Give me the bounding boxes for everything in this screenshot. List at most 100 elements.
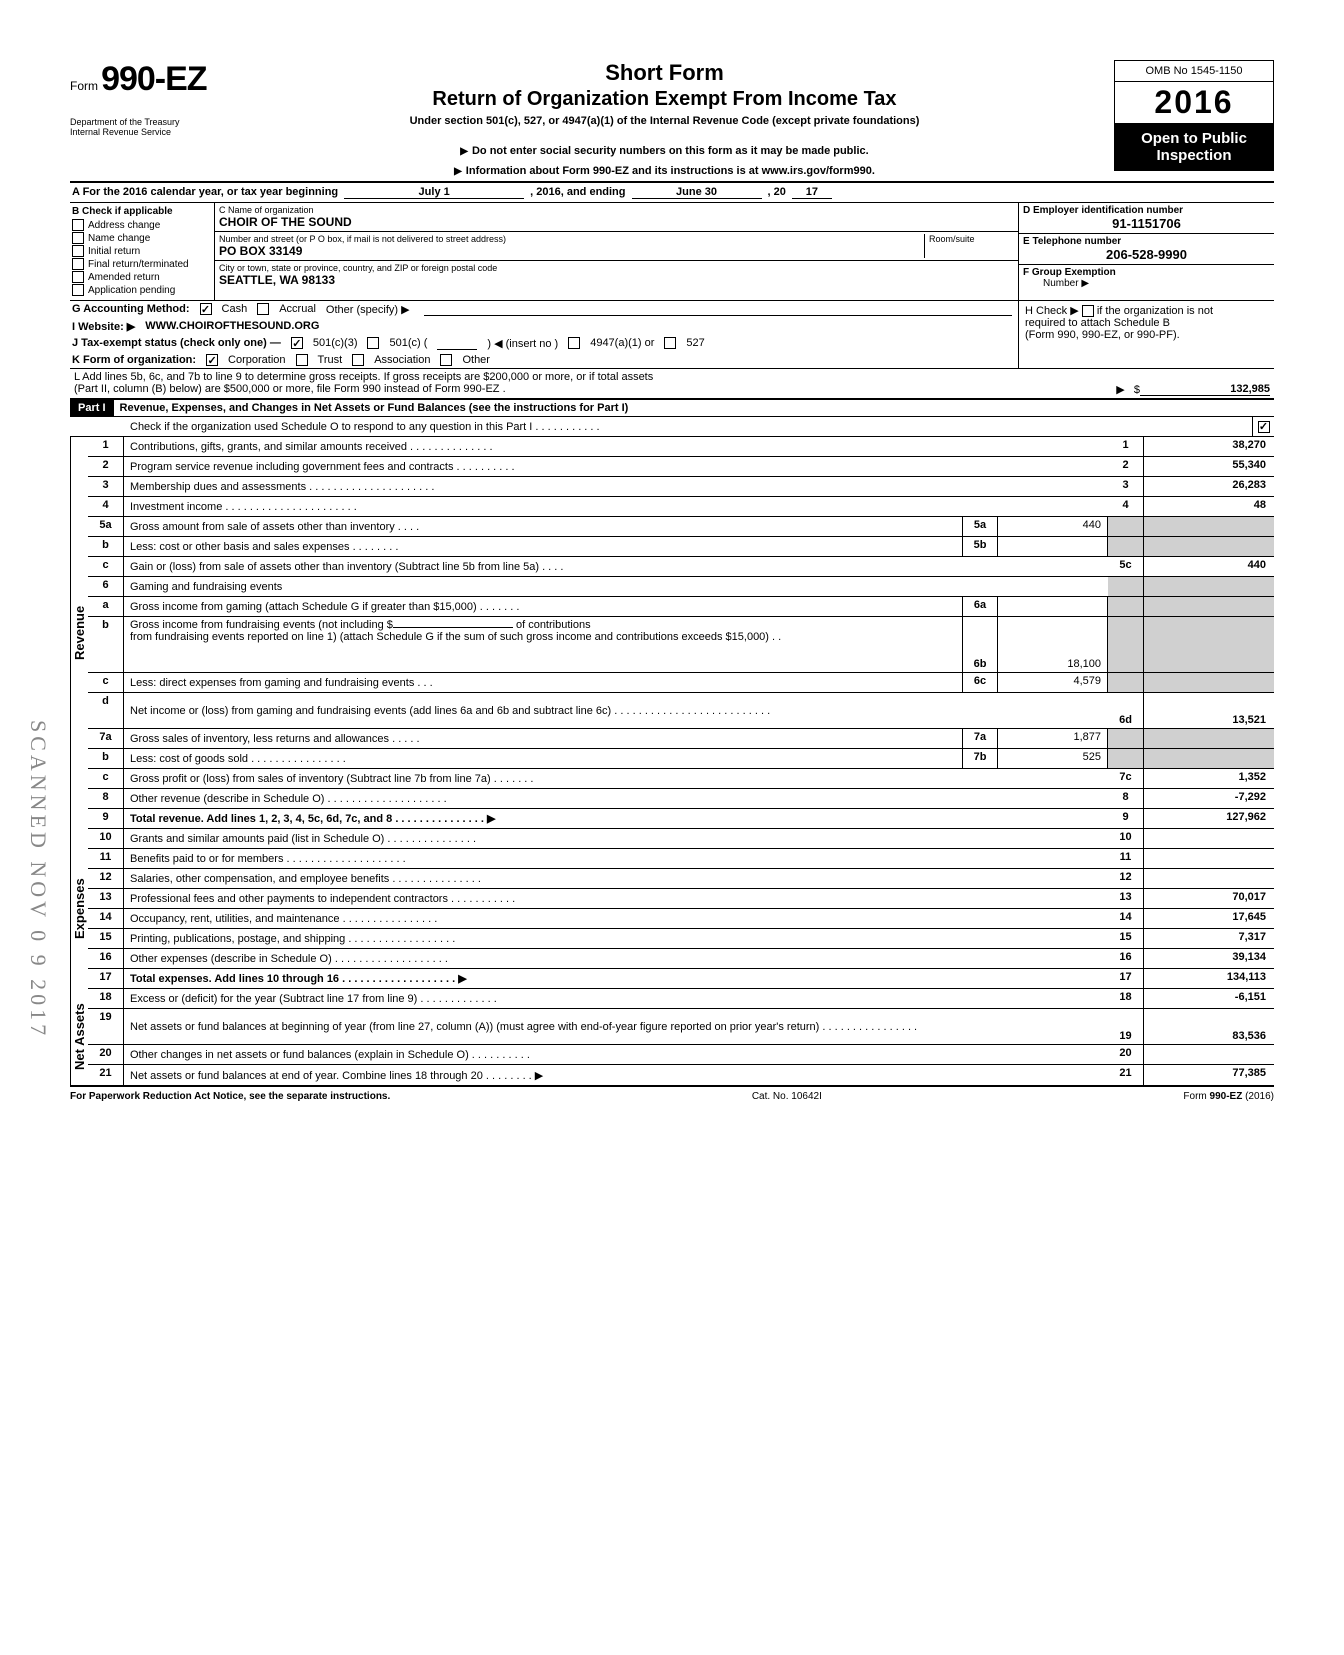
line-2-desc: Program service revenue including govern… — [124, 457, 1108, 476]
ein: 91-1151706 — [1023, 216, 1270, 231]
line-19-val: 83,536 — [1144, 1009, 1274, 1044]
line-7b-val: 525 — [998, 749, 1108, 768]
chk-trust[interactable] — [296, 354, 308, 366]
tax-year-end: 17 — [792, 186, 832, 199]
line-11-desc: Benefits paid to or for members . . . . … — [124, 849, 1108, 868]
chk-other-org[interactable] — [440, 354, 452, 366]
line-5a-desc: Gross amount from sale of assets other t… — [124, 517, 962, 536]
tel-label: E Telephone number — [1023, 236, 1270, 247]
line-6b-desc: Gross income from fundraising events (no… — [124, 617, 962, 672]
chk-assoc[interactable] — [352, 354, 364, 366]
chk-amended-return[interactable] — [72, 271, 84, 283]
city-state-zip: SEATTLE, WA 98133 — [219, 273, 1014, 287]
line-l-2: (Part II, column (B) below) are $500,000… — [74, 383, 506, 396]
dept-treasury: Department of the Treasury — [70, 117, 215, 127]
line-l-1: L Add lines 5b, 6c, and 7b to line 9 to … — [74, 371, 1270, 383]
grp-num: Number ▶ — [1023, 278, 1270, 289]
under-section: Under section 501(c), 527, or 4947(a)(1)… — [225, 115, 1104, 127]
line-4-desc: Investment income . . . . . . . . . . . … — [124, 497, 1108, 516]
chk-final-return[interactable] — [72, 258, 84, 270]
line-8-desc: Other revenue (describe in Schedule O) .… — [124, 789, 1108, 808]
row-j-label: J Tax-exempt status (check only one) — — [72, 337, 281, 350]
row-k-label: K Form of organization: — [72, 354, 196, 366]
tax-year-begin: July 1 — [344, 186, 524, 199]
line-16-val: 39,134 — [1144, 949, 1274, 968]
line-2-val: 55,340 — [1144, 457, 1274, 476]
tax-year: 2016 — [1114, 82, 1274, 124]
line-8-val: -7,292 — [1144, 789, 1274, 808]
line-6c-desc: Less: direct expenses from gaming and fu… — [124, 673, 962, 692]
part-i-check: Check if the organization used Schedule … — [70, 417, 1252, 436]
line-1-val: 38,270 — [1144, 437, 1274, 456]
line-4-val: 48 — [1144, 497, 1274, 516]
line-6a-desc: Gross income from gaming (attach Schedul… — [124, 597, 962, 616]
line-14-val: 17,645 — [1144, 909, 1274, 928]
scanned-stamp: SCANNED NOV 0 9 2017 — [25, 720, 51, 1039]
chk-accrual[interactable] — [257, 303, 269, 315]
chk-address-change[interactable] — [72, 219, 84, 231]
footer-cat: Cat. No. 10642I — [752, 1091, 822, 1102]
section-revenue: Revenue — [70, 437, 88, 829]
ein-label: D Employer identification number — [1023, 205, 1270, 216]
line-21-val: 77,385 — [1144, 1065, 1274, 1085]
chk-501c3[interactable]: ✓ — [291, 337, 303, 349]
line-6c-val: 4,579 — [998, 673, 1108, 692]
line-5b-desc: Less: cost or other basis and sales expe… — [124, 537, 962, 556]
line-13-desc: Professional fees and other payments to … — [124, 889, 1108, 908]
info-about: Information about Form 990-EZ and its in… — [225, 165, 1104, 177]
chk-501c[interactable] — [367, 337, 379, 349]
line-16-desc: Other expenses (describe in Schedule O) … — [124, 949, 1108, 968]
short-form-title: Short Form — [225, 60, 1104, 86]
dept-irs: Internal Revenue Service — [70, 127, 215, 137]
line-18-desc: Excess or (deficit) for the year (Subtra… — [124, 989, 1108, 1008]
line-20-desc: Other changes in net assets or fund bala… — [124, 1045, 1108, 1064]
street-label: Number and street (or P O box, if mail i… — [219, 234, 924, 244]
col-b-heading: B Check if applicable — [72, 206, 212, 217]
chk-527[interactable] — [664, 337, 676, 349]
section-expenses: Expenses — [70, 829, 88, 989]
line-7c-desc: Gross profit or (loss) from sales of inv… — [124, 769, 1108, 788]
line-21-desc: Net assets or fund balances at end of ye… — [124, 1065, 1108, 1085]
row-g-label: G Accounting Method: — [72, 303, 190, 316]
line-5a-val: 440 — [998, 517, 1108, 536]
form-header: Form 990-EZ Department of the Treasury I… — [70, 60, 1274, 183]
chk-name-change[interactable] — [72, 232, 84, 244]
telephone: 206-528-9990 — [1023, 247, 1270, 262]
row-i-label: I Website: ▶ — [72, 320, 135, 333]
website: WWW.CHOIROFTHESOUND.ORG — [145, 320, 319, 333]
line-1-num: 1 — [88, 437, 124, 456]
line-7a-desc: Gross sales of inventory, less returns a… — [124, 729, 962, 748]
gross-receipts: 132,985 — [1140, 383, 1270, 396]
chk-schedule-b[interactable] — [1082, 305, 1094, 317]
row-h-1: H Check ▶ — [1025, 305, 1079, 317]
form-number: 990-EZ — [101, 60, 207, 98]
line-7b-desc: Less: cost of goods sold . . . . . . . .… — [124, 749, 962, 768]
line-a: A For the 2016 calendar year, or tax yea… — [70, 183, 1274, 203]
line-3-val: 26,283 — [1144, 477, 1274, 496]
city-label: City or town, state or province, country… — [219, 263, 1014, 273]
line-15-val: 7,317 — [1144, 929, 1274, 948]
line-6d-val: 13,521 — [1144, 693, 1274, 728]
org-name: CHOIR OF THE SOUND — [219, 215, 1014, 229]
header-grid: B Check if applicable Address change Nam… — [70, 203, 1274, 301]
open-to-public: Open to PublicInspection — [1114, 124, 1274, 171]
part-i-title: Revenue, Expenses, and Changes in Net As… — [114, 400, 1274, 416]
line-9-desc: Total revenue. Add lines 1, 2, 3, 4, 5c,… — [124, 809, 1108, 828]
section-net-assets: Net Assets — [70, 989, 88, 1085]
chk-schedule-o[interactable]: ✓ — [1258, 421, 1270, 433]
chk-cash[interactable]: ✓ — [200, 303, 212, 315]
line-18-val: -6,151 — [1144, 989, 1274, 1008]
page-footer: For Paperwork Reduction Act Notice, see … — [70, 1087, 1274, 1102]
tax-year-end-month: June 30 — [632, 186, 762, 199]
line-10-desc: Grants and similar amounts paid (list in… — [124, 829, 1108, 848]
chk-application-pending[interactable] — [72, 284, 84, 296]
line-9-val: 127,962 — [1144, 809, 1274, 828]
omb-number: OMB No 1545-1150 — [1114, 60, 1274, 82]
footer-left: For Paperwork Reduction Act Notice, see … — [70, 1091, 390, 1102]
chk-initial-return[interactable] — [72, 245, 84, 257]
chk-corp[interactable]: ✓ — [206, 354, 218, 366]
line-14-desc: Occupancy, rent, utilities, and maintena… — [124, 909, 1108, 928]
chk-4947[interactable] — [568, 337, 580, 349]
room-label: Room/suite — [929, 234, 1014, 244]
line-7a-val: 1,877 — [998, 729, 1108, 748]
